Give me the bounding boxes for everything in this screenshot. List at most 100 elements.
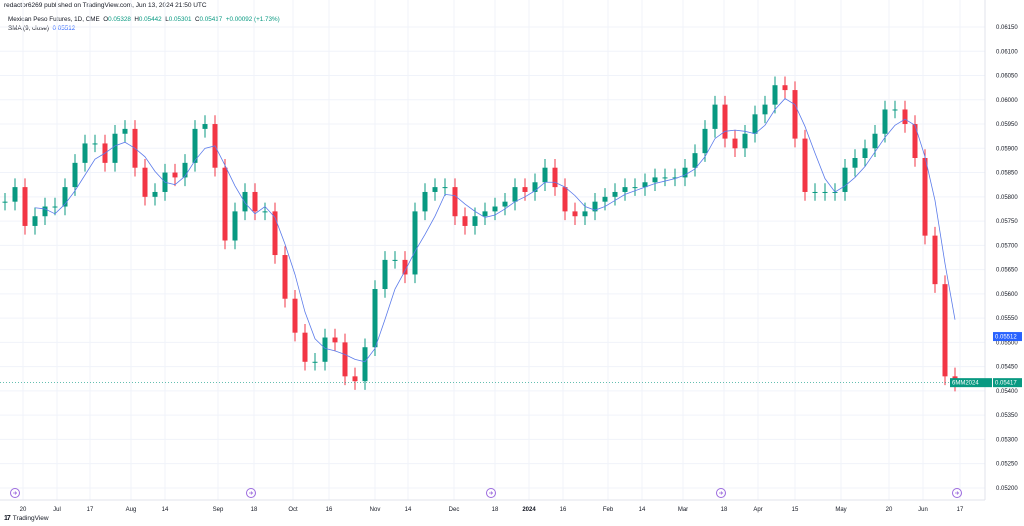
x-tick-label: 20 [886,507,893,513]
candle-body [382,259,388,290]
x-tick-label: Nov [370,507,381,513]
x-tick-label: 17 [87,507,94,513]
candle-body [262,211,268,213]
x-tick-label: 14 [405,507,412,513]
sma-label: SMA (9, close) [8,24,49,32]
candle-body [492,206,498,212]
y-tick-label: 0.05950 [996,122,1018,128]
candle-body [52,206,58,208]
candle-body [532,182,538,192]
candle-body [332,337,338,343]
y-tick-label: 0.05650 [996,268,1018,274]
arrow-icon [719,491,724,495]
candle-body [422,191,428,212]
candle-body [512,187,518,202]
candle-body [502,201,508,207]
x-tick-label: 14 [639,507,646,513]
economic-event-icon[interactable] [716,488,726,498]
candle-body [472,216,478,226]
candle-body [82,143,88,163]
x-tick-label: 18 [721,507,728,513]
candle-body [602,196,608,202]
candle-body [362,347,368,382]
economic-event-icon[interactable] [486,488,496,498]
x-tick-label: 18 [492,507,499,513]
candle-body [112,133,118,163]
candle-body [392,259,398,261]
candle-body [592,201,598,212]
candle-body [552,167,558,188]
candle-body [852,158,858,168]
candle-body [562,187,568,212]
arrow-icon [13,491,18,495]
candle-body [222,167,228,241]
candle-body [372,289,378,348]
x-tick-label: 2024 [522,507,536,513]
candle-body [282,255,288,299]
candle-body [732,138,738,149]
x-tick-label: Oct [288,507,298,513]
candle-body [722,104,728,139]
y-tick-label: 0.05900 [996,146,1018,152]
candle-body [632,187,638,189]
candle-body [72,162,78,188]
candle-body [782,85,788,91]
symbol-title: Mexican Peso Futures, 1D, CME [8,16,100,23]
candle-body [862,148,868,159]
x-tick-label: Mar [678,507,688,513]
candle-body [322,337,328,362]
candle-body [572,211,578,217]
x-tick-label: Sep [213,507,224,513]
y-tick-label: 0.06150 [996,25,1018,31]
candle-body [752,114,758,134]
candle-body [302,332,308,362]
candle-body [612,191,618,197]
candle-body [142,167,148,197]
economic-event-icon[interactable] [952,488,962,498]
change-value: +0.00092 (+1.73%) [225,16,280,23]
sma-price-badge [993,332,1022,342]
close-label: C [194,16,200,23]
chart-legend: Mexican Peso Futures, 1D, CME O0.05328 H… [8,16,280,33]
candle-body [892,109,898,111]
arrow-icon [955,491,960,495]
candle-body [152,191,158,197]
x-tick-label: Apr [753,507,762,513]
candle-body [172,172,178,178]
candle-body [42,206,48,217]
brand-label: TradingView [12,515,49,522]
x-tick-label: 20 [20,507,27,513]
y-tick-label: 0.06100 [996,49,1018,55]
last-price-label: 0.05417 [995,381,1017,387]
candle-body [342,342,348,377]
candle-body [762,104,768,115]
candle-body [682,167,688,178]
candle-body [882,109,888,134]
candle-body [872,133,878,149]
high-value: 0.05442 [138,16,162,23]
x-tick-label: 15 [792,507,799,513]
candle-body [702,128,708,154]
sma-line [34,98,956,363]
ohlc-row: Mexican Peso Futures, 1D, CME O0.05328 H… [8,16,280,25]
symbol-badge-label: 6MM2024 [952,381,979,387]
y-tick-label: 0.05550 [996,316,1018,322]
candle-body [672,177,678,179]
last-price-badge [993,378,1022,388]
economic-event-icon[interactable] [10,488,20,498]
publisher-line: redactor6269 published on TradingView.co… [4,2,207,9]
y-tick-label: 0.05200 [996,486,1018,492]
candle-body [712,104,718,129]
y-tick-label: 0.05400 [996,389,1018,395]
y-tick-label: 0.05300 [996,437,1018,443]
candle-body [272,211,278,256]
candle-body [912,124,918,159]
economic-event-icon[interactable] [246,488,256,498]
candle-body [432,187,438,192]
y-tick-label: 0.06050 [996,74,1018,80]
y-tick-label: 0.06000 [996,98,1018,104]
candle-body [692,153,698,168]
x-tick-label: Jul [53,507,61,513]
symbol-badge [950,378,992,388]
